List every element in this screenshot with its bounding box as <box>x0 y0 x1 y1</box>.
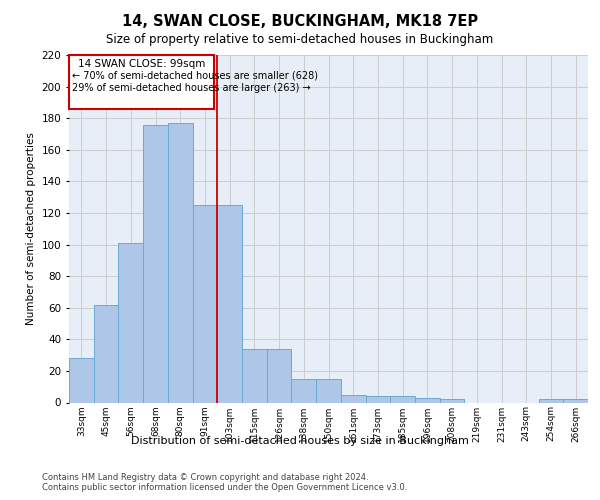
Bar <box>168 123 193 402</box>
Bar <box>242 349 267 403</box>
Bar <box>440 400 464 402</box>
Bar <box>193 205 217 402</box>
Text: 14 SWAN CLOSE: 99sqm: 14 SWAN CLOSE: 99sqm <box>78 59 205 69</box>
Bar <box>365 396 390 402</box>
Bar <box>390 396 415 402</box>
Text: ← 70% of semi-detached houses are smaller (628): ← 70% of semi-detached houses are smalle… <box>72 71 318 81</box>
Bar <box>267 349 292 403</box>
Text: Contains public sector information licensed under the Open Government Licence v3: Contains public sector information licen… <box>42 484 407 492</box>
Bar <box>292 379 316 402</box>
FancyBboxPatch shape <box>70 55 214 108</box>
Text: 29% of semi-detached houses are larger (263) →: 29% of semi-detached houses are larger (… <box>72 84 311 94</box>
Bar <box>118 243 143 402</box>
Bar <box>94 304 118 402</box>
Bar <box>217 205 242 402</box>
Bar <box>341 394 365 402</box>
Text: 14, SWAN CLOSE, BUCKINGHAM, MK18 7EP: 14, SWAN CLOSE, BUCKINGHAM, MK18 7EP <box>122 14 478 29</box>
Y-axis label: Number of semi-detached properties: Number of semi-detached properties <box>26 132 36 325</box>
Text: Distribution of semi-detached houses by size in Buckingham: Distribution of semi-detached houses by … <box>131 436 469 446</box>
Bar <box>69 358 94 403</box>
Bar <box>415 398 440 402</box>
Text: Size of property relative to semi-detached houses in Buckingham: Size of property relative to semi-detach… <box>106 32 494 46</box>
Bar <box>143 124 168 402</box>
Text: Contains HM Land Registry data © Crown copyright and database right 2024.: Contains HM Land Registry data © Crown c… <box>42 472 368 482</box>
Bar <box>316 379 341 402</box>
Bar <box>539 400 563 402</box>
Bar <box>563 400 588 402</box>
